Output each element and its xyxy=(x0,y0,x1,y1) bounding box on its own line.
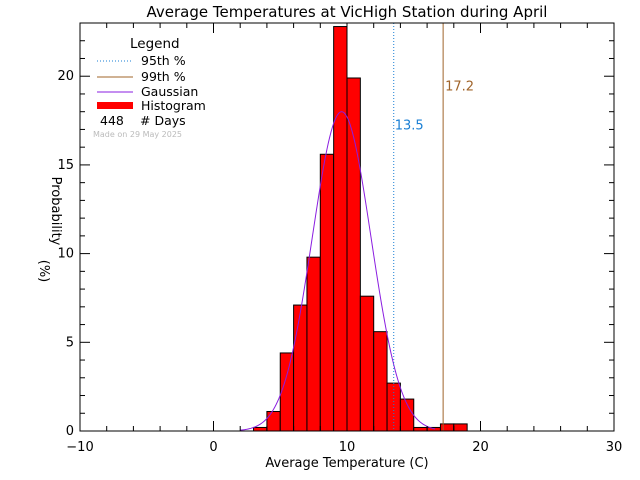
legend-label-histogram: Histogram xyxy=(141,98,206,113)
histogram-bar-2 xyxy=(279,352,295,432)
legend-days-count: 448 xyxy=(100,113,124,128)
histogram-bar-4 xyxy=(306,256,321,432)
histogram-bar-14 xyxy=(439,423,455,432)
x-axis-label: Average Temperature (C) xyxy=(265,456,428,471)
y-axis-label-line1: Probability xyxy=(48,177,63,246)
histogram-bar-8 xyxy=(359,295,375,432)
x-tick-label: 20 xyxy=(472,440,489,455)
y-axis-label-line2: (%) xyxy=(36,260,51,283)
histogram-bar-7 xyxy=(346,77,361,432)
chart-title: Average Temperatures at VicHigh Station … xyxy=(147,3,548,21)
legend-days-label: # Days xyxy=(140,113,186,128)
histogram-bar-12 xyxy=(413,426,428,432)
plot-area: 13.5 17.2 xyxy=(240,23,474,432)
x-tick-label: 10 xyxy=(339,440,356,455)
legend-label-gaussian: Gaussian xyxy=(141,84,198,99)
histogram-bar-3 xyxy=(293,304,308,432)
legend-label-99th: 99th % xyxy=(141,69,186,84)
y-tick-label: 20 xyxy=(57,69,74,84)
histogram-bar-5 xyxy=(319,153,335,432)
y-tick-label: 10 xyxy=(57,247,74,262)
x-tick-label: 0 xyxy=(209,440,217,455)
y-axis: 0 5 10 15 20 xyxy=(57,22,614,439)
histogram-bar-9 xyxy=(373,331,388,432)
x-tick-label: 30 xyxy=(606,440,623,455)
legend-swatch-histogram xyxy=(97,102,133,109)
made-on-note: Made on 29 May 2025 xyxy=(93,130,182,139)
x-axis: −10 0 10 20 30 xyxy=(66,23,622,455)
y-tick-label: 15 xyxy=(57,158,74,173)
histogram-bar-1 xyxy=(266,410,281,432)
histogram-bar-15 xyxy=(453,423,468,432)
percentile-95-label: 13.5 xyxy=(395,118,424,133)
histogram-bar-6 xyxy=(333,26,348,432)
percentile-99-label: 17.2 xyxy=(445,79,474,94)
x-tick-label: −10 xyxy=(66,440,93,455)
legend-title: Legend xyxy=(130,36,180,52)
legend-label-95th: 95th % xyxy=(141,53,186,68)
legend: Legend 95th % 99th % Gaussian Histogram … xyxy=(93,36,206,139)
y-tick-label: 0 xyxy=(66,424,74,439)
y-tick-label: 5 xyxy=(66,335,74,350)
histogram-bar-0 xyxy=(253,426,268,432)
gaussian-curve xyxy=(240,111,436,431)
histogram-bar-13 xyxy=(426,426,441,432)
